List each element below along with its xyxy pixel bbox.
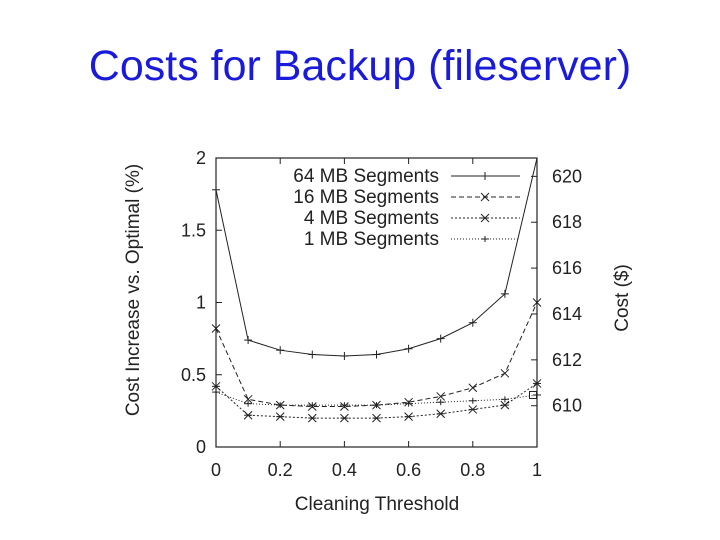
- y-axis-label: Cost Increase vs. Optimal (%): [123, 164, 144, 416]
- y-tick-label: 2: [196, 148, 206, 168]
- series-line: [215, 302, 538, 408]
- y-tick-label: 0: [196, 437, 206, 457]
- data-point-b: [500, 368, 510, 378]
- series-2: [211, 379, 542, 423]
- data-point-b: [468, 383, 478, 393]
- x-axis: 0 0.2 0.4 0.6 0.8 1: [211, 158, 542, 480]
- x-tick-label: 0.8: [460, 460, 485, 480]
- y2-tick-label: 616: [552, 258, 582, 278]
- y-tick-label: 1: [196, 293, 206, 313]
- series-layer: [211, 157, 542, 423]
- legend-label: 64 MB Segments: [293, 166, 439, 187]
- legend-label: 1 MB Segments: [304, 229, 439, 250]
- series-0: [212, 157, 538, 360]
- slide-title: Costs for Backup (fileserver): [88, 42, 632, 90]
- y2-tick-label: 610: [552, 396, 582, 416]
- y2-tick-label: 612: [552, 350, 582, 370]
- x-tick-label: 0: [211, 460, 221, 480]
- data-point-b: [532, 298, 542, 307]
- legend-marker-b: [480, 192, 490, 202]
- y2-tick-label: 614: [552, 304, 582, 324]
- data-point-b: [211, 324, 221, 333]
- legend-label: 16 MB Segments: [293, 187, 439, 208]
- y2-tick-label: 618: [552, 212, 582, 232]
- y-tick-label: 1.5: [181, 220, 206, 240]
- data-point-b: [436, 392, 446, 401]
- x-tick-label: 0.2: [268, 460, 293, 480]
- x-tick-label: 0.6: [396, 460, 421, 480]
- legend-label: 4 MB Segments: [304, 208, 439, 229]
- data-point-b: [243, 394, 253, 404]
- y-tick-label: 0.5: [181, 365, 206, 385]
- x-tick-label: 0.4: [332, 460, 357, 480]
- y2-tick-label: 620: [552, 166, 582, 186]
- x-axis-label: Cleaning Threshold: [295, 494, 459, 515]
- y2-axis: 610 612 614 616 618 620: [531, 166, 582, 416]
- x-tick-label: 1: [532, 460, 542, 480]
- data-point-square: [529, 390, 537, 399]
- series-3: [212, 389, 541, 409]
- y2-axis-label: Cost ($): [612, 264, 633, 332]
- y-axis: 0 0.5 1 1.5 2: [181, 148, 222, 457]
- series-line: [215, 383, 538, 419]
